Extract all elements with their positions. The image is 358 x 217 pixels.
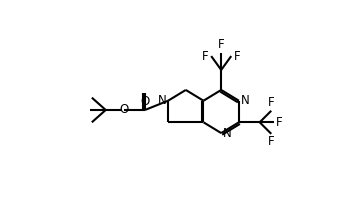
- Text: F: F: [268, 135, 275, 148]
- Text: O: O: [120, 103, 129, 116]
- Text: F: F: [218, 38, 224, 51]
- Text: N: N: [241, 94, 249, 107]
- Text: N: N: [223, 127, 232, 140]
- Text: F: F: [233, 49, 240, 62]
- Text: F: F: [202, 49, 209, 62]
- Text: N: N: [158, 94, 166, 107]
- Text: F: F: [268, 96, 275, 109]
- Text: O: O: [140, 95, 150, 108]
- Text: F: F: [276, 116, 282, 129]
